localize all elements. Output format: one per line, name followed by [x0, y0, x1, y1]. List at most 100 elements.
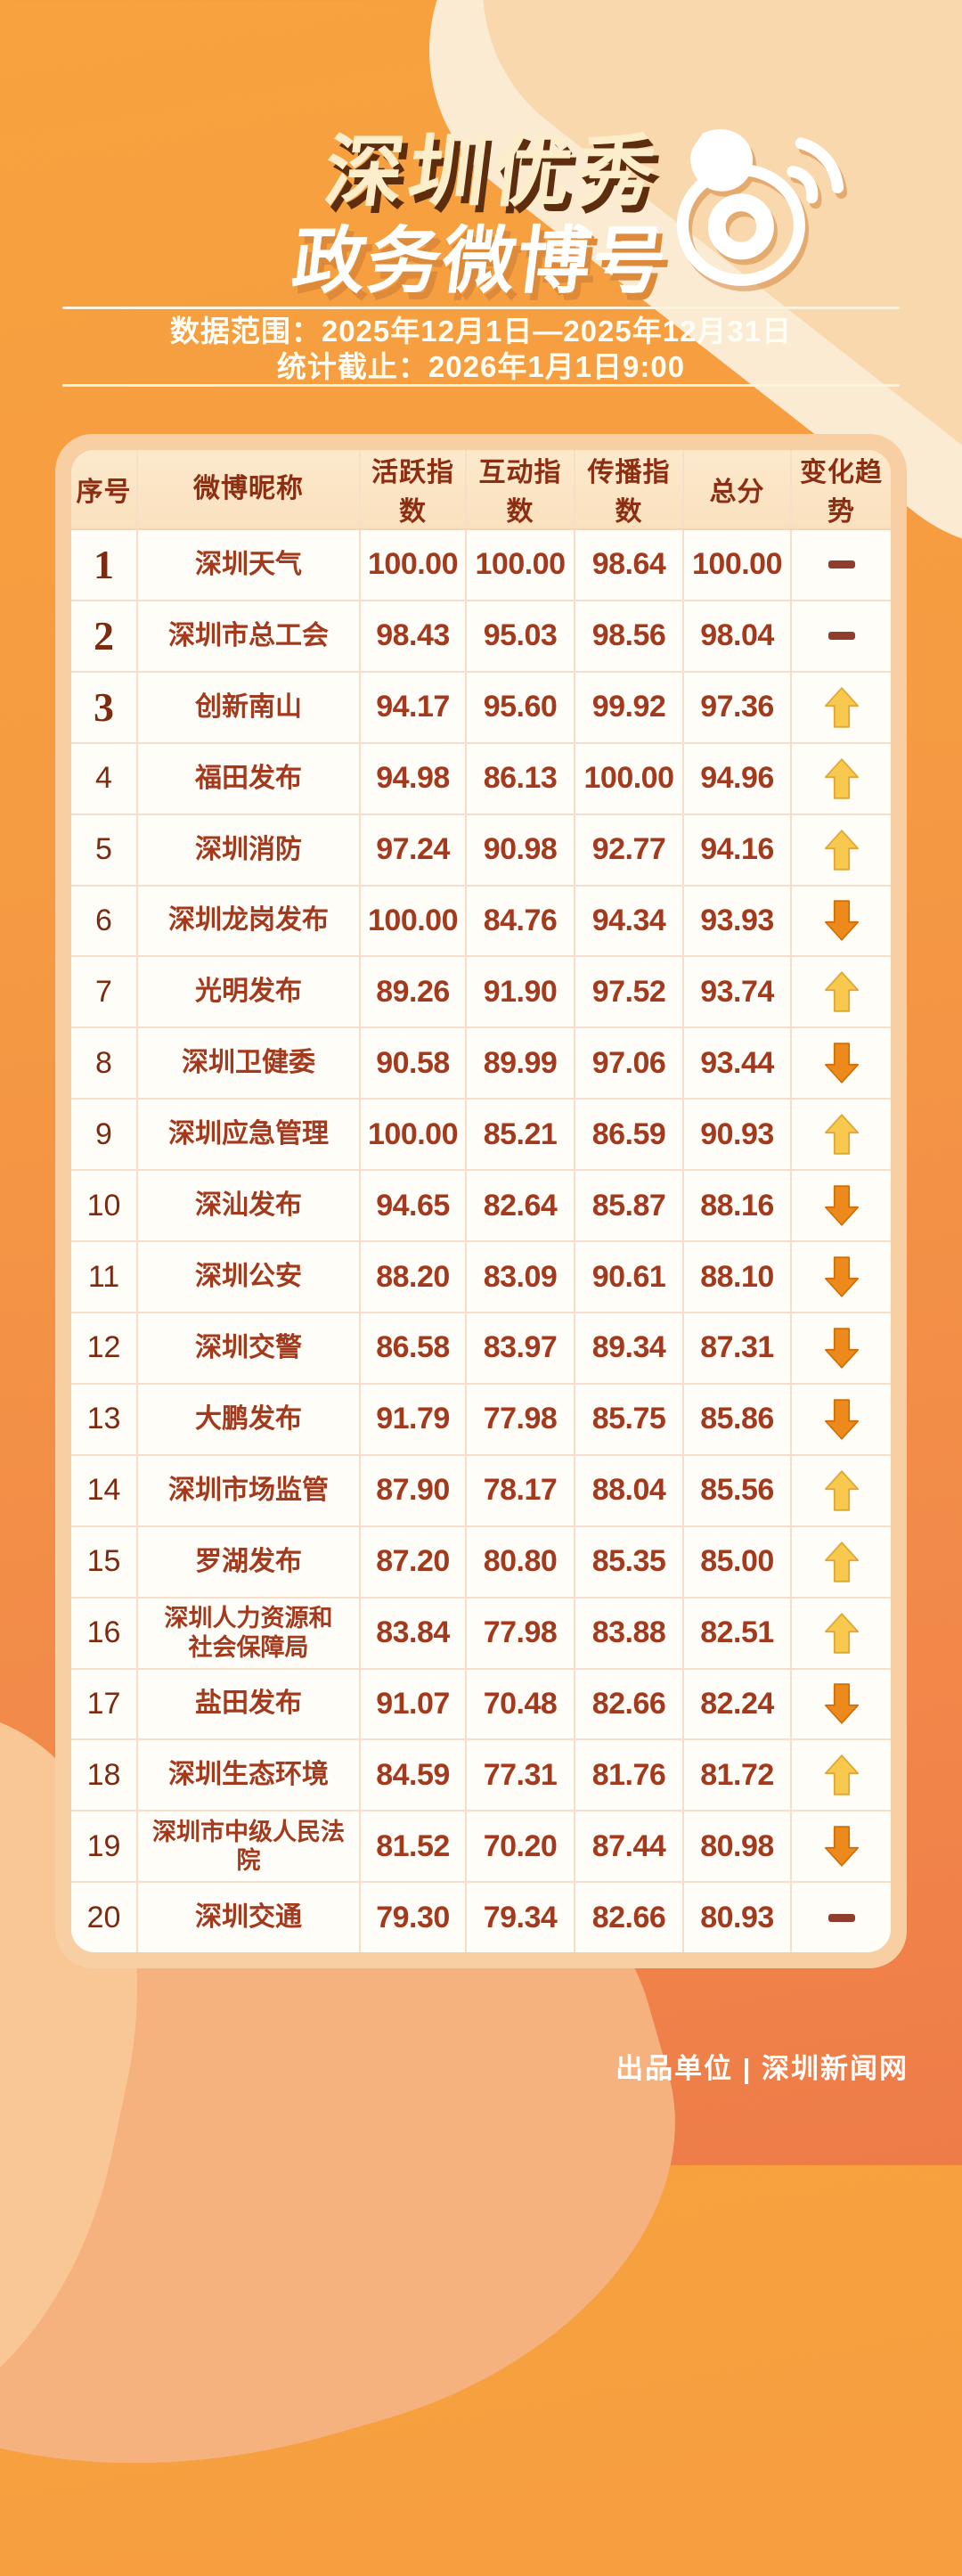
total-score-cell: 100.00 — [684, 530, 792, 600]
dash-icon — [827, 560, 855, 569]
rank-cell: 14 — [71, 1455, 138, 1525]
trend-cell — [792, 957, 891, 1026]
column-header-spread: 传播指数 — [575, 450, 684, 528]
rank-cell: 10 — [71, 1171, 138, 1241]
interaction-index-cell: 86.13 — [467, 743, 575, 814]
weibo-logo-icon — [676, 128, 844, 286]
interaction-index-cell: 77.98 — [467, 1384, 575, 1454]
total-score-cell: 85.56 — [684, 1455, 792, 1525]
weibo-name-cell: 创新南山 — [138, 672, 361, 742]
spread-index-cell: 89.34 — [575, 1313, 684, 1383]
table-row: 3 创新南山 94.17 95.60 99.92 97.36 — [71, 670, 891, 742]
spread-index-cell: 85.35 — [575, 1526, 684, 1597]
trend-cell — [792, 1599, 891, 1668]
down-arrow-icon — [824, 1043, 859, 1084]
up-arrow-icon — [824, 1541, 859, 1582]
interaction-index-cell: 89.99 — [467, 1028, 575, 1099]
rank-cell: 18 — [71, 1740, 138, 1811]
trend-cell — [792, 1670, 891, 1739]
table-row: 7 光明发布 89.26 91.90 97.52 93.74 — [71, 955, 891, 1027]
weibo-name-cell: 深圳市中级人民法院 — [138, 1811, 361, 1882]
activity-index-cell: 94.17 — [361, 672, 467, 742]
column-header-rank: 序号 — [71, 450, 138, 528]
trend-cell — [792, 1242, 891, 1312]
weibo-name-cell: 大鹏发布 — [138, 1384, 361, 1454]
weibo-name-cell: 深圳交警 — [138, 1313, 361, 1383]
total-score-cell: 88.16 — [684, 1171, 792, 1241]
trend-cell — [792, 1313, 891, 1383]
total-score-cell: 82.24 — [684, 1669, 792, 1739]
interaction-index-cell: 91.90 — [467, 957, 575, 1027]
weibo-name-cell: 深圳人力资源和 社会保障局 — [138, 1598, 361, 1668]
total-score-cell: 85.00 — [684, 1526, 792, 1597]
column-header-trend: 变化趋势 — [800, 458, 883, 527]
down-arrow-icon — [824, 900, 859, 942]
trend-cell — [792, 530, 891, 600]
weibo-name-cell: 光明发布 — [138, 957, 361, 1027]
activity-index-cell: 91.79 — [361, 1384, 467, 1454]
interaction-index-cell: 70.48 — [467, 1669, 575, 1739]
weibo-name-cell: 深圳龙岗发布 — [138, 886, 361, 956]
spread-index-cell: 98.56 — [575, 601, 684, 671]
table-row: 18 深圳生态环境 84.59 77.31 81.76 81.72 — [71, 1738, 891, 1811]
weibo-name-cell: 深圳卫健委 — [138, 1028, 361, 1099]
spread-index-cell: 86.59 — [575, 1100, 684, 1170]
activity-index-cell: 94.65 — [361, 1171, 467, 1241]
trend-cell — [792, 1456, 891, 1525]
table-row: 16 深圳人力资源和 社会保障局 83.84 77.98 83.88 82.51 — [71, 1596, 891, 1668]
weibo-name-cell: 深汕发布 — [138, 1171, 361, 1241]
spread-index-cell: 92.77 — [575, 814, 684, 885]
table-row: 10 深汕发布 94.65 82.64 85.87 88.16 — [71, 1169, 891, 1241]
total-score-cell: 87.31 — [684, 1313, 792, 1383]
table-row: 12 深圳交警 86.58 83.97 89.34 87.31 — [71, 1311, 891, 1383]
activity-index-cell: 81.52 — [361, 1811, 467, 1882]
up-arrow-icon — [824, 687, 859, 728]
table-row: 8 深圳卫健委 90.58 89.99 97.06 93.44 — [71, 1026, 891, 1099]
rank-cell: 2 — [71, 601, 138, 671]
weibo-name-cell: 深圳消防 — [138, 814, 361, 885]
dash-icon — [827, 632, 855, 641]
table-row: 14 深圳市场监管 87.90 78.17 88.04 85.56 — [71, 1453, 891, 1525]
rank-cell: 19 — [71, 1811, 138, 1882]
rank-cell: 17 — [71, 1669, 138, 1739]
column-header-interaction: 互动指数 — [467, 450, 575, 528]
ranking-table: 序号 微博昵称 活跃指数 互动指数 传播指数 总分 变化趋势 1 深圳天气 10… — [71, 450, 891, 1952]
rank-cell: 20 — [71, 1883, 138, 1952]
total-score-cell: 94.16 — [684, 814, 792, 885]
total-score-cell: 93.74 — [684, 957, 792, 1027]
interaction-index-cell: 84.76 — [467, 886, 575, 956]
credit-text: 出品单位 | 深圳新闻网 — [616, 2053, 909, 2084]
table-body: 1 深圳天气 100.00 100.00 98.64 100.00 2 深圳市总… — [71, 530, 891, 1952]
total-score-cell: 88.10 — [684, 1242, 792, 1312]
trend-cell — [792, 673, 891, 742]
up-arrow-icon — [824, 757, 859, 799]
rank-cell: 7 — [71, 957, 138, 1027]
divider-bottom — [62, 384, 900, 387]
total-score-cell: 94.96 — [684, 743, 792, 814]
trend-cell — [792, 1883, 891, 1952]
down-arrow-icon — [824, 1256, 859, 1297]
rank-cell: 13 — [71, 1384, 138, 1454]
total-score-cell: 97.36 — [684, 672, 792, 742]
interaction-index-cell: 85.21 — [467, 1100, 575, 1170]
interaction-index-cell: 82.64 — [467, 1171, 575, 1241]
weibo-name-cell: 深圳交通 — [138, 1883, 361, 1952]
activity-index-cell: 89.26 — [361, 957, 467, 1027]
column-header-total: 总分 — [684, 450, 792, 528]
activity-index-cell: 87.90 — [361, 1455, 467, 1525]
total-score-cell: 98.04 — [684, 601, 792, 671]
activity-index-cell: 100.00 — [361, 1100, 467, 1170]
trend-cell — [792, 1100, 891, 1169]
down-arrow-icon — [824, 1683, 859, 1725]
table-row: 20 深圳交通 79.30 79.34 82.66 80.93 — [71, 1881, 891, 1952]
table-row: 6 深圳龙岗发布 100.00 84.76 94.34 93.93 — [71, 884, 891, 956]
dash-icon — [827, 1913, 855, 1922]
up-arrow-icon — [824, 829, 859, 871]
total-score-cell: 90.93 — [684, 1100, 792, 1170]
up-arrow-icon — [824, 971, 859, 1013]
interaction-index-cell: 83.97 — [467, 1313, 575, 1383]
spread-index-cell: 87.44 — [575, 1811, 684, 1882]
interaction-index-cell: 79.34 — [467, 1883, 575, 1952]
rank-cell: 4 — [71, 743, 138, 814]
activity-index-cell: 94.98 — [361, 743, 467, 814]
